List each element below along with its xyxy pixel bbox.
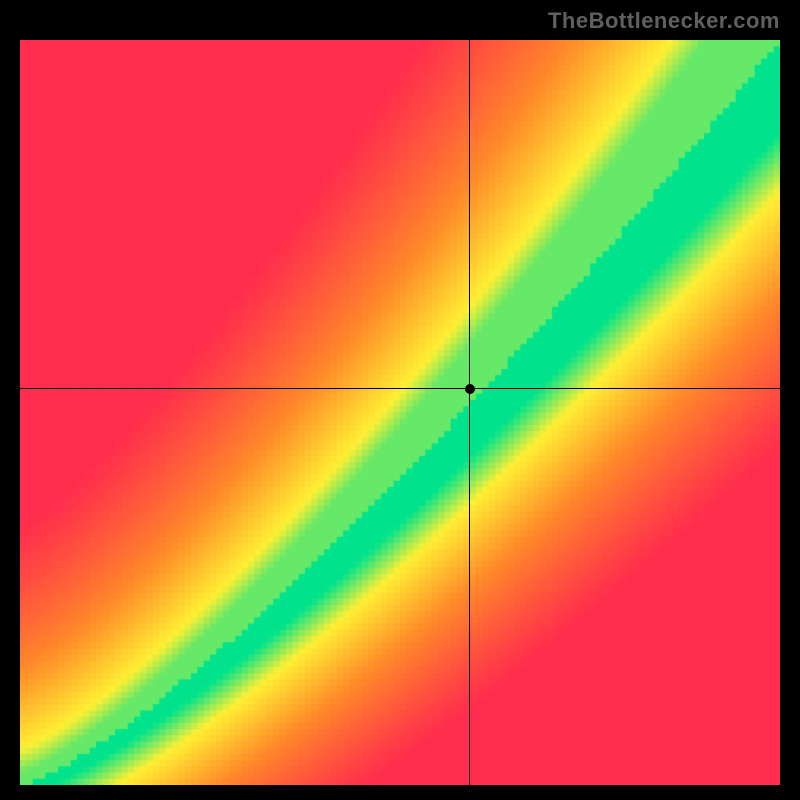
heatmap-canvas: [20, 40, 780, 785]
crosshair-marker: [465, 384, 475, 394]
chart-container: TheBottlenecker.com: [0, 0, 800, 800]
crosshair-horizontal: [20, 388, 780, 389]
watermark-text: TheBottlenecker.com: [548, 8, 780, 34]
crosshair-vertical: [469, 40, 470, 785]
